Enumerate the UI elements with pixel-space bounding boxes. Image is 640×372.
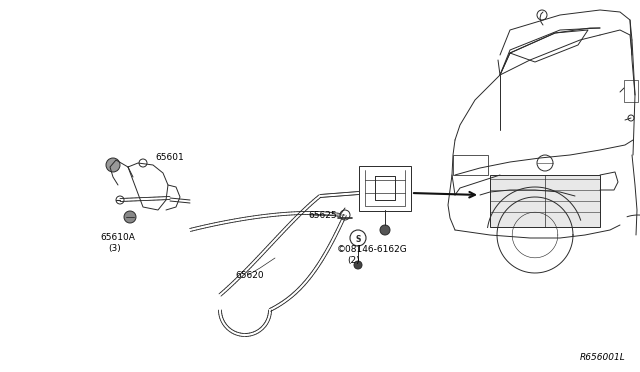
FancyBboxPatch shape [359, 166, 411, 211]
FancyBboxPatch shape [490, 175, 600, 227]
Text: R656001L: R656001L [580, 353, 626, 362]
Text: 65601: 65601 [155, 153, 184, 162]
Text: (2): (2) [347, 256, 360, 265]
FancyBboxPatch shape [453, 155, 488, 175]
FancyBboxPatch shape [624, 80, 638, 102]
Text: 65610A: 65610A [100, 233, 135, 242]
Text: ©08146-6162G: ©08146-6162G [337, 245, 408, 254]
Circle shape [380, 225, 390, 235]
Text: S: S [355, 234, 361, 244]
Text: 65625: 65625 [308, 211, 337, 220]
Circle shape [354, 261, 362, 269]
Circle shape [106, 158, 120, 172]
Text: (3): (3) [108, 244, 121, 253]
Text: 65620: 65620 [235, 271, 264, 280]
Circle shape [124, 211, 136, 223]
